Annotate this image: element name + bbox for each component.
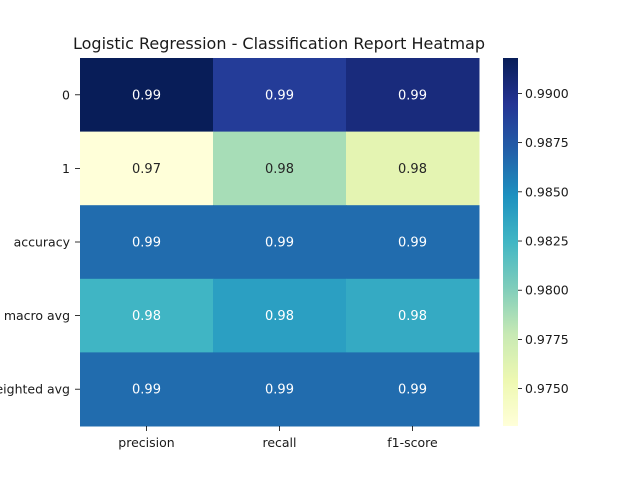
colorbar: 0.9750 0.9775 0.9800 0.9825 0.9850 0.9875 0.99… (503, 58, 569, 426)
cell-value-label: 0.99 (398, 236, 427, 251)
column-label: recall (262, 435, 296, 450)
column-labels: precision recall f1-score (118, 426, 438, 450)
cell-value-label: 0.99 (398, 88, 427, 103)
colorbar-tick-label: 0.9800 (525, 283, 569, 298)
cell-value-label: 0.98 (398, 309, 427, 324)
heatmap-cell (213, 131, 347, 206)
cell-value-label: 0.99 (265, 88, 294, 103)
chart-title: Logistic Regression - Classification Rep… (73, 34, 485, 53)
column-label: f1-score (387, 435, 438, 450)
row-label: 1 (62, 161, 70, 176)
heatmap-cell (346, 205, 480, 280)
cell-value-label: 0.99 (265, 236, 294, 251)
cell-value-label: 0.98 (265, 162, 294, 177)
colorbar-gradient (503, 58, 518, 426)
heatmap-cell (213, 352, 347, 427)
heatmap-cells: 0.99 0.99 0.99 0.97 0.98 0.98 0.99 0.99 0.99 0.98… (80, 58, 480, 427)
heatmap-cell (80, 205, 214, 280)
colorbar-tick-label: 0.9825 (525, 234, 569, 249)
colorbar-tick-label: 0.9850 (525, 184, 569, 199)
cell-value-label: 0.98 (398, 162, 427, 177)
cell-value-label: 0.98 (132, 309, 161, 324)
heatmap-cell (80, 131, 214, 206)
column-label: precision (118, 435, 174, 450)
heatmap-cell (80, 58, 214, 133)
colorbar-tick-label: 0.9775 (525, 332, 569, 347)
cell-value-label: 0.97 (132, 162, 161, 177)
cell-value-label: 0.99 (398, 383, 427, 398)
cell-value-label: 0.98 (265, 309, 294, 324)
row-label: macro avg (4, 308, 70, 323)
heatmap-cell (213, 278, 347, 353)
cell-value-label: 0.99 (132, 236, 161, 251)
cell-value-label: 0.99 (132, 88, 161, 103)
heatmap-cell (213, 205, 347, 280)
colorbar-tick-label: 0.9750 (525, 381, 569, 396)
heatmap-cell (346, 278, 480, 353)
colorbar-tick-label: 0.9900 (525, 86, 569, 101)
colorbar-tick-label: 0.9875 (525, 135, 569, 150)
heatmap-cell (346, 58, 480, 133)
heatmap-cell (80, 278, 214, 353)
row-labels: 0 1 accuracy macro avg weighted avg (0, 87, 80, 397)
heatmap-cell (213, 58, 347, 133)
heatmap-cell (346, 131, 480, 206)
heatmap-cell (80, 352, 214, 427)
row-label: 0 (62, 87, 70, 102)
heatmap-cell (346, 352, 480, 427)
row-label: accuracy (14, 235, 71, 250)
cell-value-label: 0.99 (265, 383, 294, 398)
cell-value-label: 0.99 (132, 383, 161, 398)
row-label: weighted avg (0, 382, 70, 397)
